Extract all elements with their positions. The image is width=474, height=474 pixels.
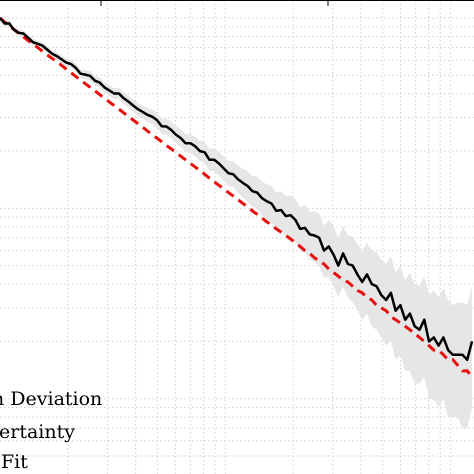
fit-line-layer bbox=[0, 16, 474, 378]
uncertainty-band bbox=[0, 15, 472, 429]
data-line-layer bbox=[0, 17, 474, 362]
fit-line bbox=[0, 16, 474, 378]
legend-label-deviation: n Deviation bbox=[0, 388, 102, 410]
legend: n Deviation ertainty Fit bbox=[0, 388, 102, 473]
deviation-line bbox=[0, 17, 474, 362]
uncertainty-band-layer bbox=[0, 15, 472, 429]
axis-frame bbox=[0, 0, 474, 6]
legend-label-fit: Fit bbox=[1, 451, 28, 473]
legend-label-uncertainty: ertainty bbox=[0, 421, 75, 443]
